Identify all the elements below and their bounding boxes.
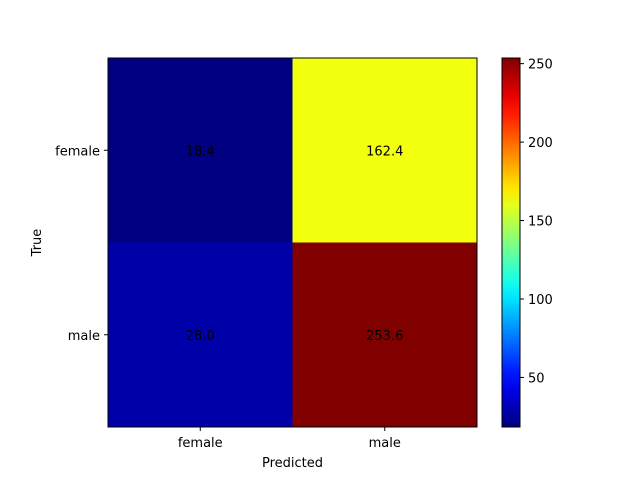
heatmap-cell — [292, 242, 478, 428]
x-tick-label: male — [369, 436, 401, 451]
cell-value-label: 28.0 — [186, 329, 215, 344]
plot-frame — [107, 57, 478, 428]
heatmap-cells — [108, 58, 478, 428]
y-axis-label: True — [30, 229, 45, 258]
colorbar-tick-label: 250 — [528, 58, 553, 73]
heatmap-cell — [108, 58, 293, 243]
colorbar-tick-label: 200 — [528, 136, 553, 151]
colorbar-tick-label: 50 — [528, 371, 545, 386]
cell-value-label: 18.4 — [186, 144, 215, 159]
cell-value-label: 253.6 — [366, 329, 403, 344]
colorbar-ticks: 50 100 150 200 250 — [520, 58, 553, 386]
heatmap-cell — [292, 58, 478, 243]
x-tick-label: female — [178, 436, 223, 451]
colorbar-tick-label: 100 — [528, 293, 553, 308]
y-tick-label: male — [68, 329, 100, 344]
y-tick-label: female — [55, 144, 100, 159]
colorbar-tick-label: 150 — [528, 215, 553, 230]
colorbar — [501, 57, 521, 428]
heatmap-cell — [108, 242, 293, 428]
cell-labels: 18.4 162.4 28.0 253.6 — [186, 144, 404, 344]
cell-value-label: 162.4 — [366, 144, 403, 159]
x-axis-ticks: female male — [178, 427, 401, 451]
x-axis-label: Predicted — [262, 456, 323, 471]
y-axis-ticks: female male — [55, 144, 108, 344]
